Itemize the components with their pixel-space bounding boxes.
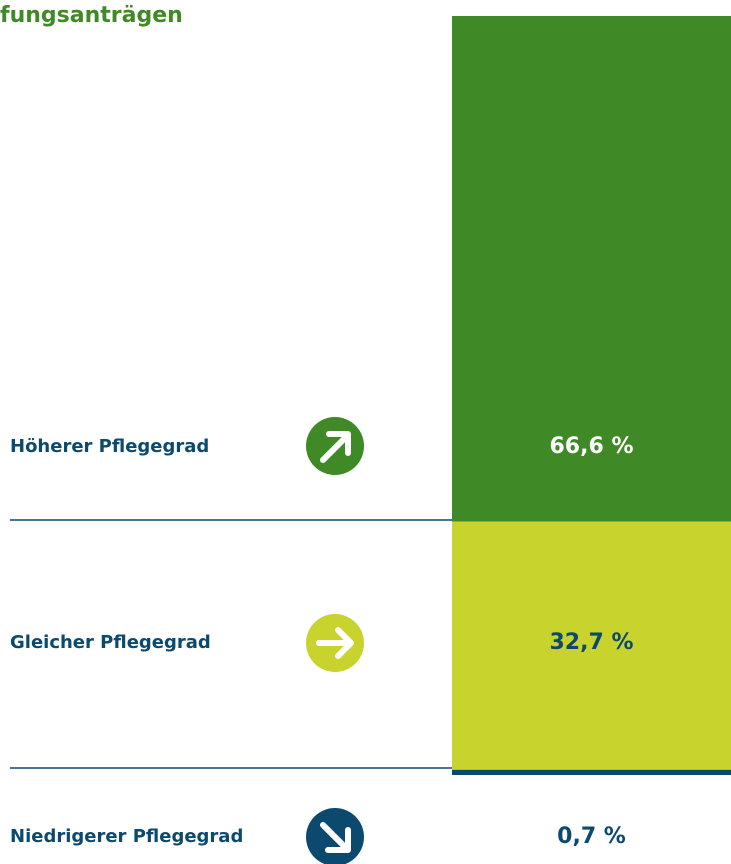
category-label: Höherer Pflegegrad bbox=[10, 436, 209, 457]
chart-title: fungsanträgen bbox=[0, 3, 183, 28]
bar-segment bbox=[452, 521, 731, 770]
bar-segment bbox=[452, 769, 731, 775]
category-label: Niedrigerer Pflegegrad bbox=[10, 826, 243, 847]
bar-segment bbox=[452, 16, 731, 522]
icon-down bbox=[306, 808, 364, 864]
value-label: 0,7 % bbox=[557, 824, 626, 849]
icon-equal bbox=[306, 614, 364, 672]
value-label: 32,7 % bbox=[550, 630, 634, 655]
value-label: 66,6 % bbox=[550, 434, 634, 459]
category-label: Gleicher Pflegegrad bbox=[10, 632, 211, 653]
icon-up bbox=[306, 417, 364, 475]
